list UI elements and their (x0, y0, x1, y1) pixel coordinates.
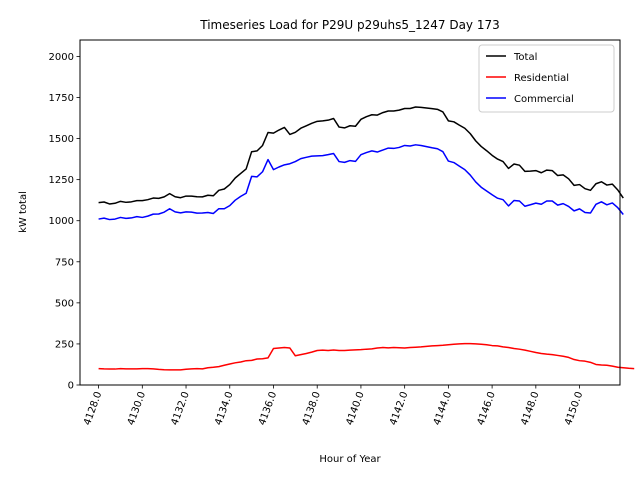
series-line-commercial (98, 144, 624, 221)
y-tick-label: 1000 (49, 216, 74, 227)
y-axis: 0 250 500 750 1000 1250 1500 1750 2000 (49, 52, 80, 392)
y-tick-label: 500 (55, 298, 74, 309)
y-tick-label: 750 (55, 257, 74, 268)
legend: Total Residential Commercial (478, 44, 615, 113)
plot-area (79, 39, 635, 386)
axes-frame (79, 39, 621, 386)
series-lines (98, 106, 635, 371)
y-tick-label: 1500 (49, 134, 74, 145)
legend-box (478, 44, 615, 113)
chart-title: Timeseries Load for P29U p29uhs5_1247 Da… (199, 18, 500, 32)
x-axis-label: Hour of Year (319, 454, 381, 465)
y-tick-label: 2000 (49, 52, 74, 63)
y-tick-label: 0 (68, 381, 74, 392)
legend-label-residential: Residential (514, 73, 569, 84)
y-tick-label: 1250 (49, 175, 74, 186)
y-tick-label: 1750 (49, 93, 74, 104)
legend-label-commercial: Commercial (514, 94, 574, 105)
y-tick-label: 250 (55, 339, 74, 350)
y-axis-label: kW total (18, 191, 29, 233)
series-line-total (98, 106, 624, 205)
legend-label-total: Total (513, 52, 537, 63)
series-line-residential (98, 342, 635, 371)
